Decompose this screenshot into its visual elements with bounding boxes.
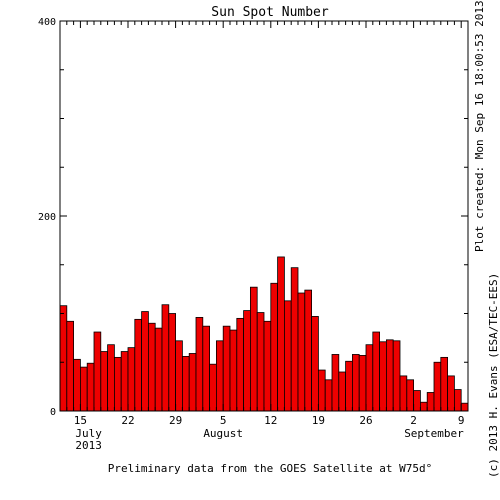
bar (243, 310, 251, 412)
bar (168, 313, 177, 412)
bar (127, 347, 136, 412)
bar (460, 402, 469, 412)
chart-title: Sun Spot Number (211, 5, 329, 20)
bar (419, 401, 428, 412)
bar (351, 354, 360, 412)
bar (324, 379, 333, 412)
bar (80, 366, 88, 412)
x-tick-label: 15 (74, 414, 87, 427)
bar (263, 320, 272, 412)
bar (86, 362, 95, 412)
bar (188, 353, 197, 412)
bar (120, 351, 129, 412)
bar (114, 356, 122, 412)
bar (236, 317, 245, 412)
bar (440, 356, 448, 412)
month-label: September (404, 427, 464, 440)
bar (453, 389, 462, 412)
bar (100, 351, 109, 412)
x-tick-label: 2 (410, 414, 417, 427)
bar (358, 355, 367, 412)
y-tick-label: 400 (38, 17, 56, 28)
bar (277, 256, 285, 412)
bar (195, 316, 204, 412)
bar (181, 355, 190, 412)
bar (154, 327, 163, 412)
bar (93, 331, 102, 412)
y-tick-label: 200 (38, 212, 56, 223)
x-tick-label: 5 (220, 414, 227, 427)
bar (134, 318, 143, 412)
bar (283, 300, 292, 412)
bar (256, 312, 265, 412)
x-tick-label: 9 (458, 414, 465, 427)
bar (73, 358, 81, 412)
chart-footer: Preliminary data from the GOES Satellite… (108, 462, 433, 475)
bar (426, 392, 435, 412)
bar (433, 361, 442, 412)
y-tick-label: 0 (50, 407, 56, 418)
bar (317, 369, 326, 412)
bar (209, 363, 217, 412)
month-label: August (203, 427, 243, 440)
bar (338, 371, 346, 412)
bar (392, 340, 401, 412)
year-label: 2013 (75, 439, 102, 452)
bar (372, 331, 380, 412)
bar (161, 304, 170, 412)
x-axis: 15222951219262916JulyAugustSeptember2013 (66, 21, 465, 452)
bar (385, 339, 394, 412)
bar (345, 360, 353, 412)
bars-group (59, 256, 469, 412)
bar (379, 341, 387, 412)
bar (175, 340, 183, 412)
bar (141, 311, 149, 412)
y-axis: 0 200 400 (38, 17, 468, 418)
bar (365, 344, 374, 412)
x-tick-label: 19 (312, 414, 325, 427)
x-tick-label: 29 (169, 414, 182, 427)
bar (290, 267, 299, 412)
bar (66, 320, 75, 412)
x-tick-label: 26 (359, 414, 372, 427)
bar (447, 375, 455, 412)
copyright-label: (c) 2013 H. Evans (ESA/TEC-EES) (487, 273, 500, 478)
bar (304, 289, 312, 412)
bar (311, 316, 319, 412)
bar (331, 354, 340, 412)
bar (249, 286, 258, 412)
month-label: July (75, 427, 102, 440)
x-tick-label: 12 (264, 414, 277, 427)
bar (107, 344, 115, 412)
bar (202, 325, 211, 412)
bar (413, 390, 421, 412)
bar (229, 329, 238, 412)
bar (147, 322, 156, 412)
bar (59, 305, 68, 412)
bar (399, 375, 408, 412)
bar (222, 325, 231, 412)
bar (297, 292, 306, 412)
bar (215, 340, 224, 412)
bar (270, 282, 278, 412)
x-tick-label: 22 (121, 414, 134, 427)
bar (406, 379, 414, 412)
plot-created-label: Plot created: Mon Sep 16 18:00:53 2013 (473, 0, 486, 252)
